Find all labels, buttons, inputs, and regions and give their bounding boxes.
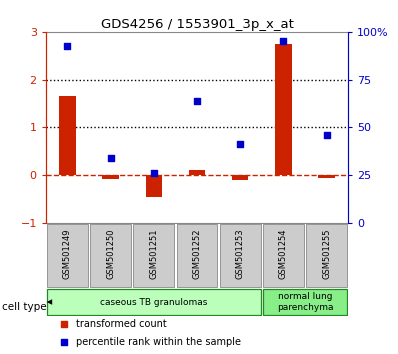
Text: percentile rank within the sample: percentile rank within the sample [76,337,241,347]
Text: GSM501253: GSM501253 [236,229,245,279]
Text: GSM501254: GSM501254 [279,229,288,279]
Point [64,43,70,49]
Text: caseous TB granulomas: caseous TB granulomas [100,297,207,307]
Point [150,170,157,176]
Text: GSM501250: GSM501250 [106,229,115,279]
Bar [263,289,347,315]
Bar [306,223,347,287]
Point [324,132,330,137]
Bar [263,223,304,287]
Point [237,141,244,147]
Text: cell type: cell type [2,302,47,312]
Title: GDS4256 / 1553901_3p_x_at: GDS4256 / 1553901_3p_x_at [101,18,293,31]
Point [194,98,200,104]
Bar [90,223,131,287]
Bar [232,175,248,180]
Text: normal lung
parenchyma: normal lung parenchyma [277,292,333,312]
Bar [102,175,119,179]
Bar [189,170,205,175]
Bar [47,223,88,287]
Bar [318,175,335,177]
Text: transformed count: transformed count [76,319,167,329]
Bar [220,223,261,287]
Point [61,321,67,327]
Point [107,155,114,161]
Bar [146,175,162,196]
Text: GSM501249: GSM501249 [63,229,72,279]
Text: GSM501252: GSM501252 [193,229,201,279]
Bar [59,96,76,175]
Bar [177,223,217,287]
Bar [275,44,292,175]
Point [280,39,287,44]
Text: GSM501251: GSM501251 [149,229,158,279]
Text: GSM501255: GSM501255 [322,229,331,279]
Point [61,339,67,345]
Bar [133,223,174,287]
Bar [47,289,261,315]
